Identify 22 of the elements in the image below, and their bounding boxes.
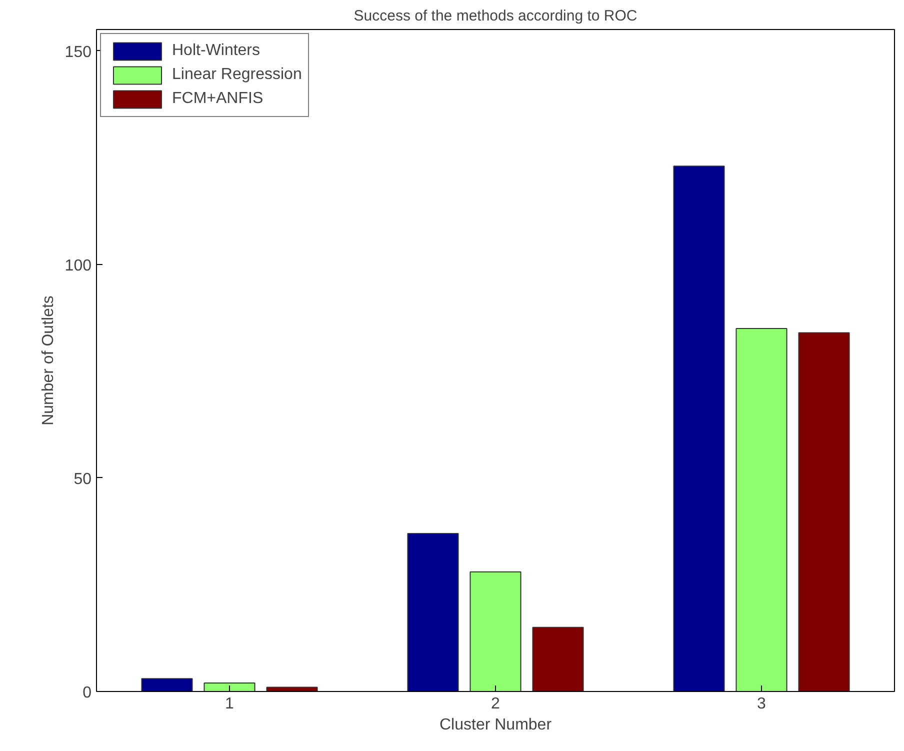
bar	[266, 686, 318, 692]
bar	[407, 532, 459, 692]
y-tick-label: 0	[82, 684, 92, 702]
bar	[204, 682, 256, 692]
bar	[532, 626, 584, 692]
bar	[141, 678, 193, 692]
x-tick-label: 2	[491, 696, 500, 712]
y-tick-label: 150	[64, 44, 92, 61]
legend-label: Holt-Winters	[172, 42, 260, 60]
y-tick-label: 100	[64, 257, 92, 274]
legend-label: Linear Regression	[172, 66, 302, 84]
bar	[673, 166, 725, 692]
x-tick-label: 1	[225, 696, 234, 712]
y-tick-label: 50	[74, 470, 92, 488]
x-tick-label: 3	[757, 696, 766, 712]
y-axis-title: Number of Outlets	[40, 296, 57, 426]
bar	[798, 332, 850, 692]
bar	[736, 328, 788, 692]
chart-title: Success of the methods according to ROC	[354, 8, 638, 24]
x-axis-title: Cluster Number	[439, 716, 552, 734]
legend-label: FCM+ANFIS	[172, 90, 264, 108]
bar	[470, 571, 522, 692]
